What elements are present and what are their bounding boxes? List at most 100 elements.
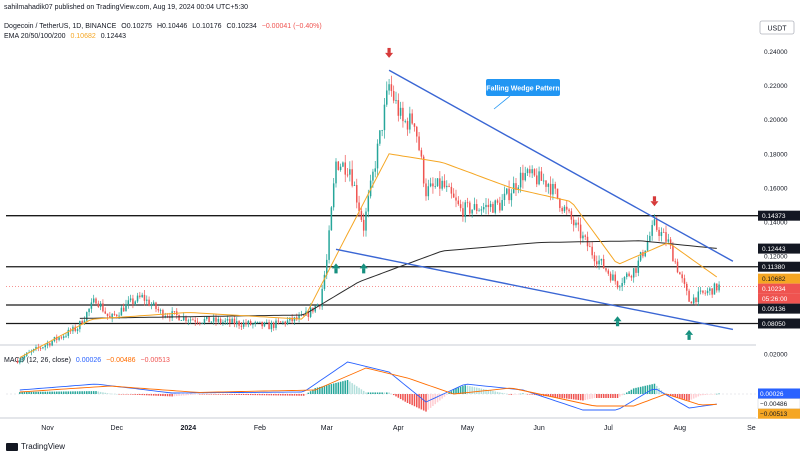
macd-histogram-bar: [245, 394, 247, 396]
candle-body: [302, 314, 305, 316]
macd-histogram-bar: [642, 386, 644, 394]
candle-body: [252, 323, 254, 325]
candle-body: [342, 162, 344, 167]
candle-body: [395, 100, 397, 101]
macd-histogram-bar: [298, 394, 300, 396]
candle-body: [575, 222, 577, 226]
time-tick-label: Feb: [254, 425, 266, 432]
macd-axis-label: [758, 408, 800, 419]
macd-histogram-bar: [62, 391, 65, 394]
candle-body: [448, 185, 450, 187]
macd-histogram-bar: [69, 391, 72, 394]
candle-body: [399, 107, 402, 116]
macd-histogram-bar: [600, 394, 603, 398]
macd-histogram-bar: [381, 392, 383, 394]
macd-histogram-bar: [28, 391, 30, 394]
candle-body: [404, 121, 406, 122]
macd-histogram-bar: [572, 394, 575, 400]
candle-body: [621, 283, 623, 287]
ema-legend[interactable]: EMA 20/50/100/200 0.10682 0.12443: [4, 33, 129, 40]
macd-histogram-bar: [337, 382, 340, 394]
macd-histogram-bar: [247, 394, 250, 396]
candle-body: [392, 91, 395, 101]
candle-body: [173, 311, 176, 313]
candle-body: [607, 270, 610, 274]
macd-histogram-bar: [312, 389, 314, 394]
macd-histogram-bar: [173, 394, 176, 397]
macd-histogram-bar: [549, 394, 552, 397]
macd-histogram-bar: [335, 382, 337, 394]
macd-histogram-bar: [397, 394, 400, 398]
candle-body: [471, 209, 473, 214]
currency-badge[interactable]: [759, 20, 795, 35]
candle-body: [132, 298, 134, 305]
annotation-callout[interactable]: [486, 79, 560, 96]
macd-histogram-bar: [242, 394, 245, 395]
candle-body: [482, 207, 485, 210]
macd-histogram-bar: [448, 393, 450, 394]
macd-histogram-bar: [51, 391, 53, 394]
macd-histogram-bar: [386, 392, 388, 394]
candle-body: [187, 320, 190, 322]
macd-histogram-bar: [150, 394, 153, 396]
candle-body: [612, 274, 614, 281]
candle-body: [598, 260, 600, 265]
macd-histogram-bar: [586, 394, 589, 400]
candle-body: [231, 318, 233, 323]
macd-histogram-bar: [134, 394, 136, 395]
candle-body: [353, 185, 356, 186]
candle-body: [196, 321, 199, 323]
macd-histogram-bar: [556, 394, 559, 398]
candle-body: [245, 322, 247, 325]
macd-legend[interactable]: MACD (12, 26, close) 0.00026 −0.00486 −0…: [4, 357, 173, 364]
macd-histogram-bar: [282, 394, 284, 396]
macd-histogram-bar: [88, 391, 90, 394]
macd-histogram-bar: [649, 384, 651, 394]
price-axis-label-text: 05:26:00: [762, 296, 788, 303]
macd-histogram-bar: [609, 394, 612, 398]
ema-200-line: [79, 240, 717, 319]
macd-histogram-bar: [90, 391, 93, 394]
macd-histogram-bar: [328, 384, 330, 394]
macd-axis-label-text: −0.00486: [760, 401, 788, 408]
macd-histogram-bar: [120, 394, 123, 395]
candle-body: [286, 320, 289, 325]
candle-body: [194, 320, 196, 322]
up-arrow-icon: [362, 268, 366, 274]
candle-body: [293, 317, 296, 322]
macd-histogram-bar: [374, 392, 376, 394]
candle-body: [109, 315, 111, 319]
candle-body: [669, 239, 672, 246]
macd-histogram-bar: [591, 394, 593, 399]
candle-body: [143, 294, 146, 301]
macd-histogram-bar: [614, 394, 616, 398]
symbol-title[interactable]: Dogecoin / TetherUS, 1D, BINANCE: [4, 23, 117, 30]
candle-body: [224, 320, 226, 322]
candle-body: [637, 260, 640, 273]
macd-histogram-bar: [37, 391, 40, 394]
candle-body: [420, 150, 423, 157]
macd-histogram-bar: [499, 392, 501, 394]
macd-histogram-bar: [593, 394, 596, 398]
candle-body: [332, 183, 335, 208]
macd-histogram-bar: [464, 385, 466, 394]
price-axis-label-text: 0.10682: [762, 276, 786, 283]
macd-histogram-bar: [32, 391, 35, 394]
wedge-lower-trendline[interactable]: [335, 248, 734, 331]
macd-histogram-bar: [582, 394, 584, 401]
candle-body: [584, 235, 586, 237]
tradingview-logo-icon: [6, 442, 18, 451]
macd-histogram-bar: [365, 392, 367, 394]
macd-histogram-bar: [681, 394, 683, 399]
price-tick-label: 0.14000: [764, 220, 788, 227]
candle-body: [159, 310, 162, 311]
candle-body: [593, 255, 596, 262]
macd-histogram-bar: [56, 391, 58, 394]
candle-body: [519, 172, 522, 188]
wedge-upper-trendline[interactable]: [388, 69, 734, 262]
macd-histogram-bar: [607, 394, 610, 398]
annotation-text: Falling Wedge Pattern: [486, 86, 559, 93]
macd-line: [19, 361, 717, 411]
macd-histogram-bar: [669, 394, 672, 396]
